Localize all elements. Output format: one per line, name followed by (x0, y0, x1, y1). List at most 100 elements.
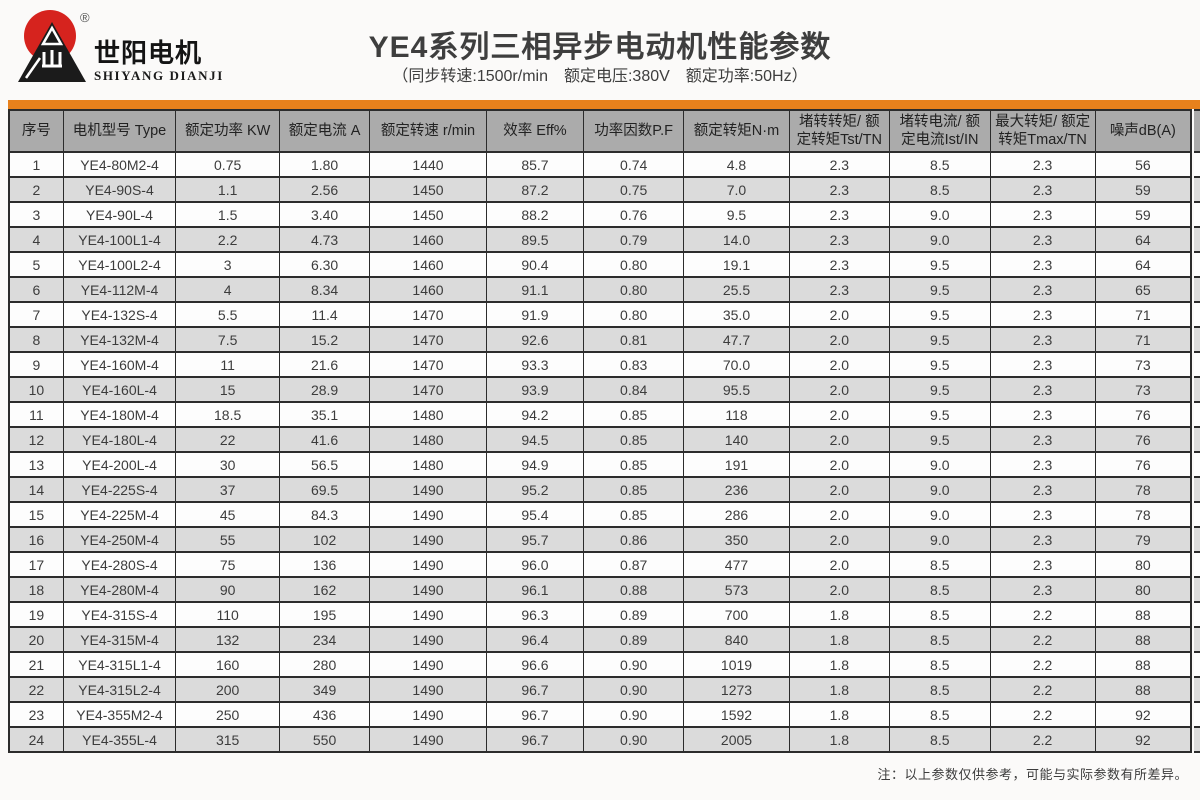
cell: 2.3 (989, 226, 1096, 253)
cell: 2.3 (788, 151, 891, 178)
cell: 93.9 (486, 376, 584, 403)
cell: 436 (279, 701, 370, 728)
column-header: 序号 (8, 109, 64, 153)
table-row: 24 YE4-355L-4 315 550 1490 96.7 0.90 2005 1.8 8.5… (8, 726, 1192, 753)
cell: 11 (8, 401, 64, 428)
cell: 19.1 (683, 251, 790, 278)
cell: 8.5 (889, 176, 991, 203)
cell: 9.5 (889, 426, 991, 453)
cell: 94.9 (486, 451, 584, 478)
cell: 132 (175, 626, 281, 653)
cell: 2.0 (788, 551, 891, 578)
cell: 1450 (368, 176, 488, 203)
cell: 96.1 (486, 576, 584, 603)
cell: 1.8 (788, 701, 891, 728)
cell: 0.85 (582, 451, 685, 478)
cell: 45 (175, 501, 281, 528)
cell: YE4-225S-4 (62, 476, 177, 503)
table-row: 2 YE4-90S-4 1.1 2.56 1450 87.2 0.75 7.0 2.3 8.5 2.… (8, 176, 1192, 203)
table-edge-crop (1194, 109, 1200, 755)
cell: 8.5 (889, 676, 991, 703)
cell: 25.5 (683, 276, 790, 303)
cell: 8 (8, 326, 64, 353)
cell: YE4-250M-4 (62, 526, 177, 553)
cell: 0.88 (582, 576, 685, 603)
cell: 4.73 (279, 226, 370, 253)
cell: 2.2 (989, 701, 1096, 728)
cell: 2.3 (989, 376, 1096, 403)
cell: 1490 (368, 501, 488, 528)
cell: 2.3 (989, 176, 1096, 203)
cell: YE4-90S-4 (62, 176, 177, 203)
cell: 1490 (368, 676, 488, 703)
cell: 4.8 (683, 151, 790, 178)
cell: 0.80 (582, 276, 685, 303)
cell: 0.85 (582, 501, 685, 528)
cell: 4 (175, 276, 281, 303)
cell: 9.5 (889, 326, 991, 353)
cell: 15.2 (279, 326, 370, 353)
cell: 9.0 (889, 476, 991, 503)
cell: 191 (683, 451, 790, 478)
cell: 91.1 (486, 276, 584, 303)
cell: 0.76 (582, 201, 685, 228)
cell: 2.0 (788, 576, 891, 603)
cell: 2.3 (788, 226, 891, 253)
cell: 9.5 (889, 251, 991, 278)
cell: 1460 (368, 226, 488, 253)
cell: 9.0 (889, 226, 991, 253)
cell: 21 (8, 651, 64, 678)
cell: 95.4 (486, 501, 584, 528)
cell: YE4-355M2-4 (62, 701, 177, 728)
cell: 13 (8, 451, 64, 478)
cell: 2.3 (989, 351, 1096, 378)
cell: 37 (175, 476, 281, 503)
table-row: 23 YE4-355M2-4 250 436 1490 96.7 0.90 1592 1.8 8.… (8, 701, 1192, 728)
cell: 1.8 (788, 651, 891, 678)
cell: 118 (683, 401, 790, 428)
cell: 2.3 (989, 276, 1096, 303)
column-header: 功率因数P.F (582, 109, 685, 153)
cell: 30 (175, 451, 281, 478)
header-row: 序号 电机型号 Type 额定功率 KW 额定电流 A 额定转速 r/min 效率 Eff… (8, 109, 1192, 153)
company-logo-emblem: ® (16, 6, 90, 86)
cell: 0.75 (175, 151, 281, 178)
cell: 16 (8, 526, 64, 553)
cell: 88.2 (486, 201, 584, 228)
cell: 9.5 (889, 351, 991, 378)
cell: 8.5 (889, 726, 991, 753)
cell: 160 (175, 651, 281, 678)
cell: 1440 (368, 151, 488, 178)
cell: 1273 (683, 676, 790, 703)
cell: 35.0 (683, 301, 790, 328)
table-row: 1 YE4-80M2-4 0.75 1.80 1440 85.7 0.74 4.8 2.3 8.5… (8, 151, 1192, 178)
cell: 56 (1094, 151, 1192, 178)
cell: 102 (279, 526, 370, 553)
cell: 2.3 (989, 451, 1096, 478)
cell: 17 (8, 551, 64, 578)
cell: 23 (8, 701, 64, 728)
cell: 1480 (368, 451, 488, 478)
cell: 96.7 (486, 726, 584, 753)
cell: 9.0 (889, 201, 991, 228)
cell: 3 (8, 201, 64, 228)
cell: 71 (1094, 301, 1192, 328)
cell: 2.3 (989, 401, 1096, 428)
table-row: 11 YE4-180M-4 18.5 35.1 1480 94.2 0.85 118 2.0 9.… (8, 401, 1192, 428)
cell: 2.2 (989, 676, 1096, 703)
cell: 55 (175, 526, 281, 553)
cell: 1592 (683, 701, 790, 728)
cell: 1019 (683, 651, 790, 678)
cell: YE4-112M-4 (62, 276, 177, 303)
cell: 22 (175, 426, 281, 453)
cell: 2.3 (989, 551, 1096, 578)
cell: 87.2 (486, 176, 584, 203)
cell: 140 (683, 426, 790, 453)
cell: 0.84 (582, 376, 685, 403)
cell: 2.2 (175, 226, 281, 253)
cell: 1470 (368, 326, 488, 353)
cell: 1.8 (788, 626, 891, 653)
cell: 0.89 (582, 626, 685, 653)
cell: 59 (1094, 201, 1192, 228)
